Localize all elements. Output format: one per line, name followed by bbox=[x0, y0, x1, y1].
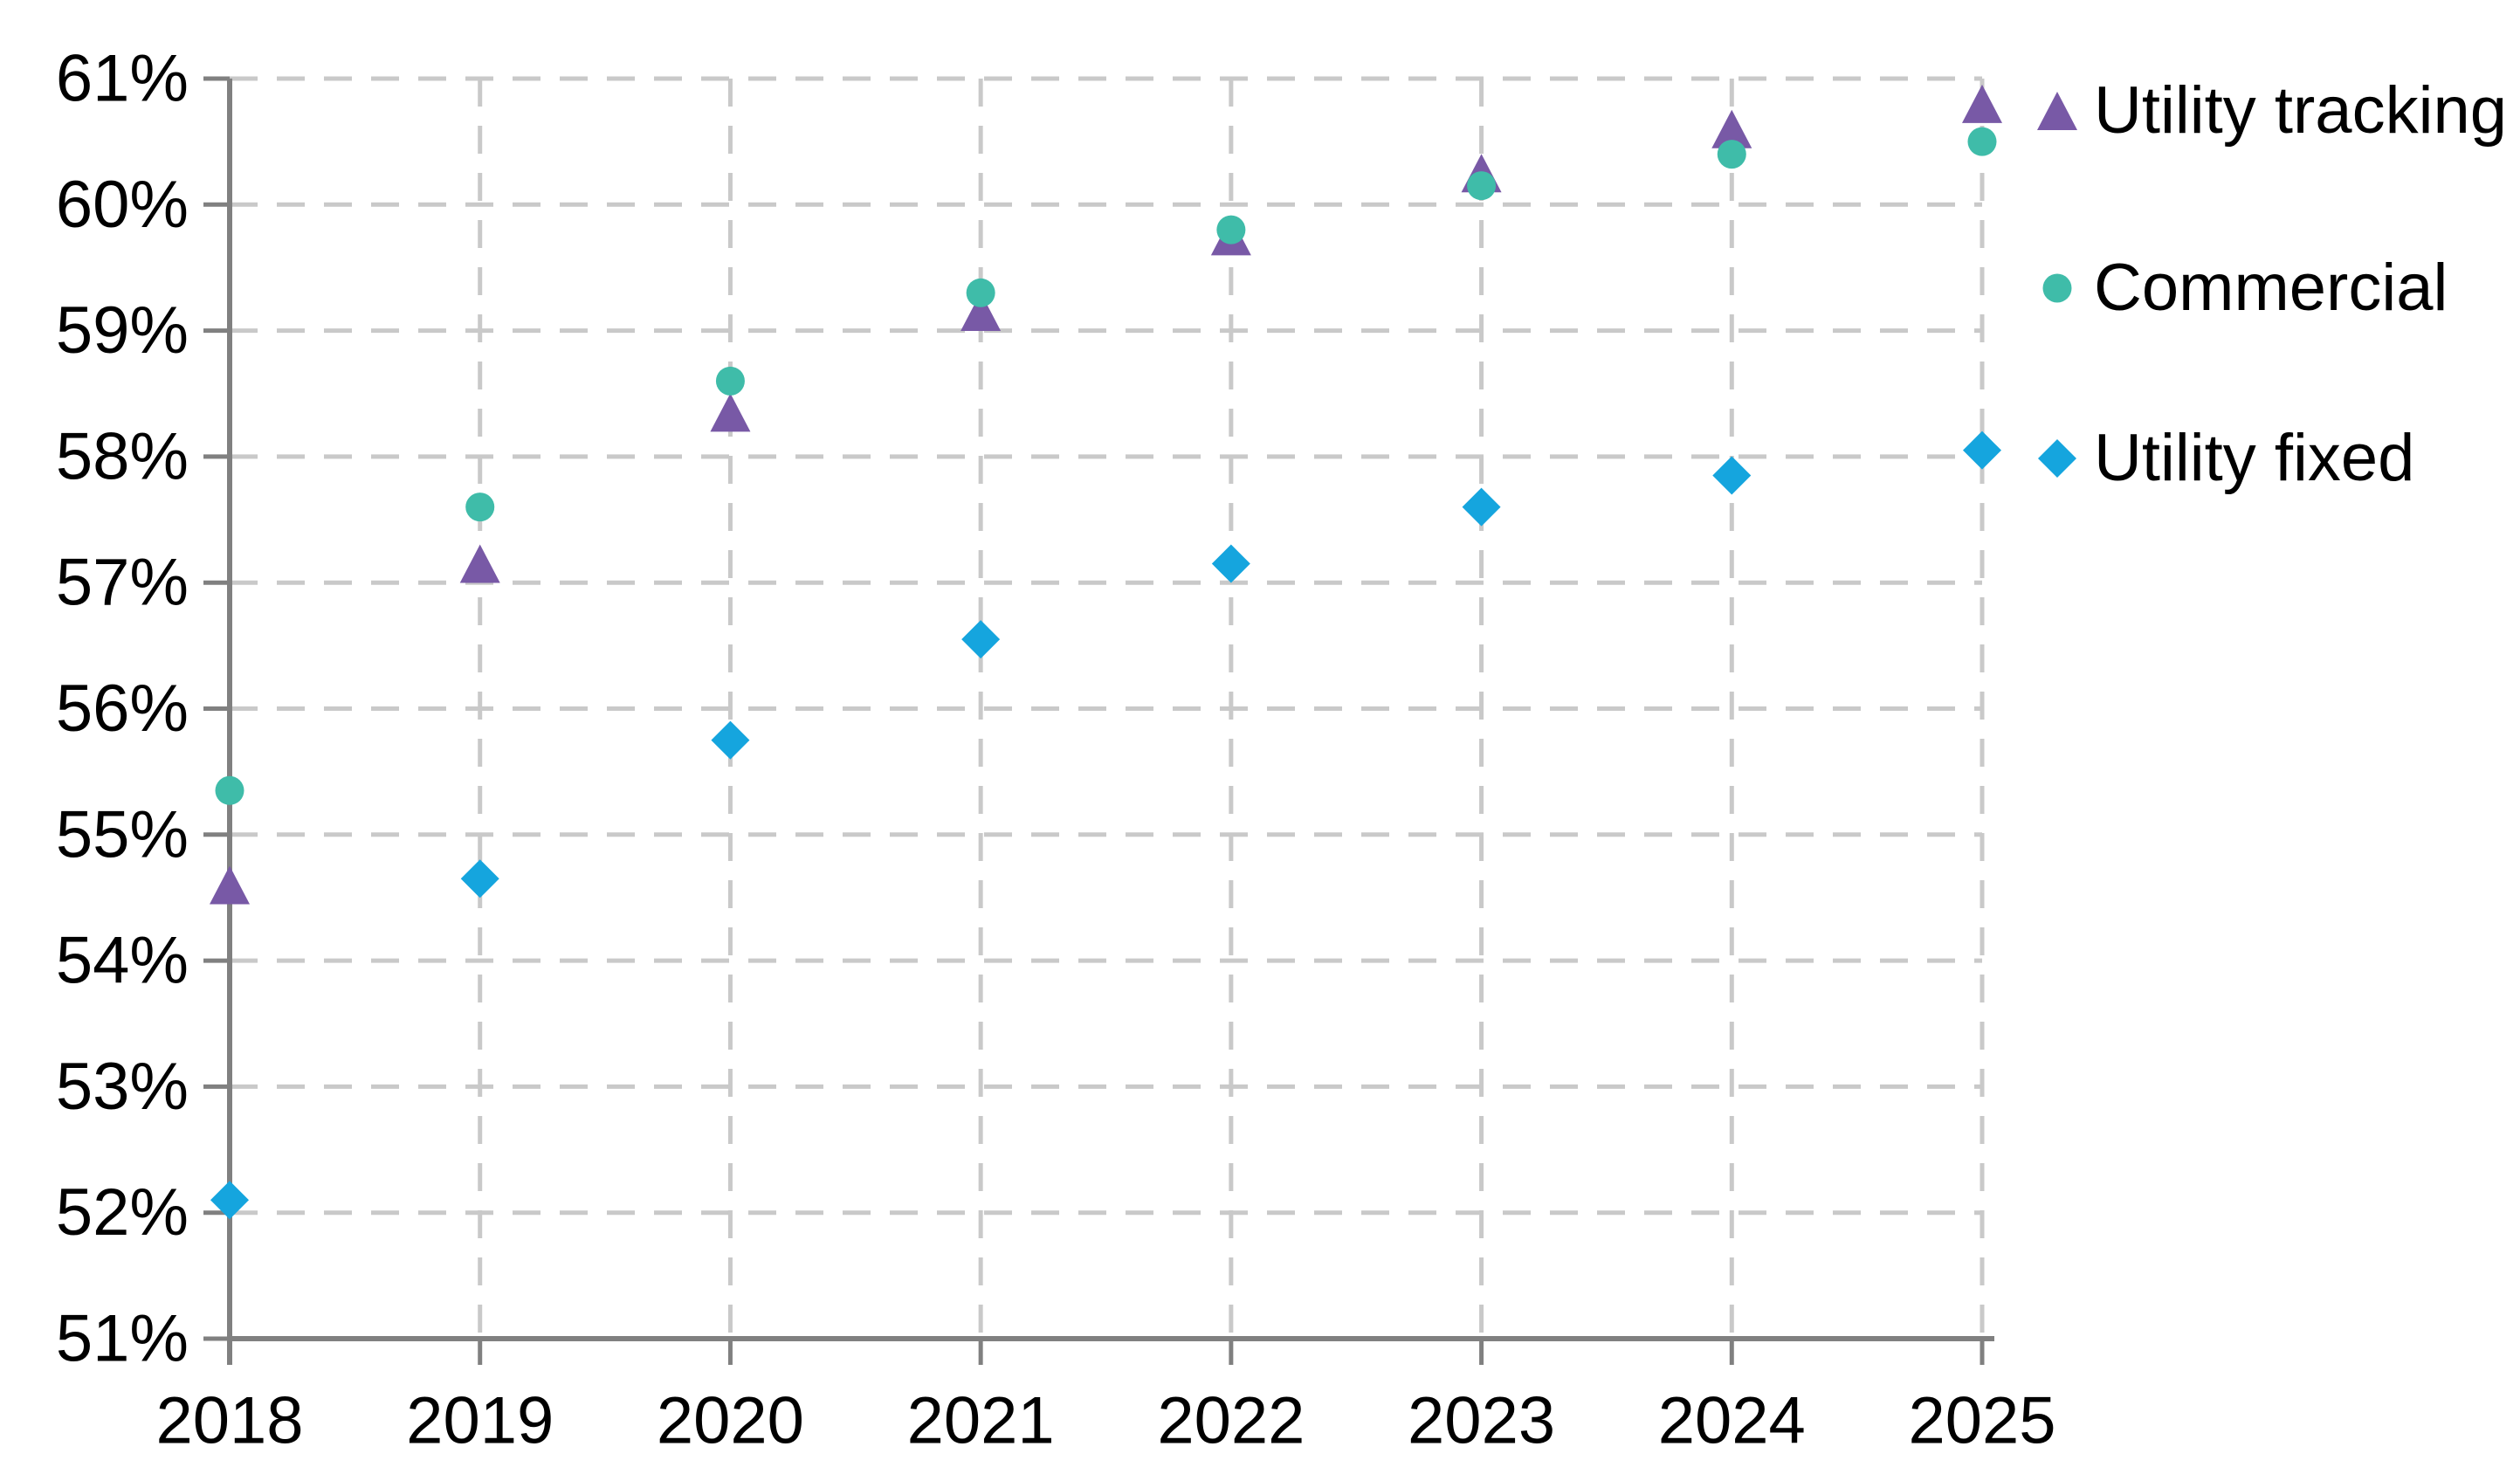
legend: Utility tracking Commercial Utility fixe… bbox=[2035, 0, 2520, 611]
y-tick-label: 59% bbox=[56, 293, 189, 368]
y-tick-label: 61% bbox=[56, 42, 189, 116]
y-tick-label: 54% bbox=[56, 924, 189, 998]
point-utility-fixed-2022 bbox=[1211, 544, 1250, 583]
legend-item-commercial: Commercial bbox=[2035, 248, 2448, 328]
circle-marker-icon bbox=[2042, 273, 2072, 303]
point-utility-tracking-2024 bbox=[1711, 109, 1752, 148]
legend-label-utility-fixed: Utility fixed bbox=[2094, 421, 2415, 495]
legend-label-commercial: Commercial bbox=[2094, 251, 2448, 325]
legend-item-utility-tracking: Utility tracking bbox=[2035, 71, 2507, 151]
point-utility-fixed-2024 bbox=[1712, 456, 1752, 495]
point-commercial-2023 bbox=[1467, 171, 1497, 201]
point-utility-fixed-2018 bbox=[210, 1181, 249, 1220]
point-utility-tracking-2025 bbox=[1962, 84, 2002, 123]
y-tick-label: 57% bbox=[56, 546, 189, 620]
y-tick-label: 58% bbox=[56, 419, 189, 493]
y-tick-label: 52% bbox=[56, 1175, 189, 1250]
point-utility-fixed-2021 bbox=[961, 620, 1001, 659]
x-tick-label: 2022 bbox=[1157, 1384, 1305, 1458]
x-tick-label: 2024 bbox=[1658, 1384, 1806, 1458]
point-utility-fixed-2025 bbox=[1963, 431, 2001, 470]
point-commercial-2025 bbox=[1967, 127, 1997, 156]
point-utility-tracking-2019 bbox=[459, 544, 500, 583]
y-tick-label: 51% bbox=[56, 1302, 189, 1376]
point-commercial-2020 bbox=[715, 366, 745, 396]
point-commercial-2018 bbox=[215, 775, 244, 805]
x-tick-label: 2019 bbox=[406, 1384, 554, 1458]
x-tick-label: 2023 bbox=[1408, 1384, 1555, 1458]
legend-label-utility-tracking: Utility tracking bbox=[2094, 73, 2507, 148]
point-utility-tracking-2020 bbox=[710, 393, 751, 432]
x-tick-label: 2021 bbox=[907, 1384, 1055, 1458]
diamond-marker-icon bbox=[2038, 439, 2076, 478]
point-commercial-2019 bbox=[465, 493, 495, 522]
y-tick-label: 56% bbox=[56, 672, 189, 746]
legend-item-utility-fixed: Utility fixed bbox=[2035, 418, 2414, 499]
x-tick-label: 2025 bbox=[1908, 1384, 2055, 1458]
y-tick-label: 55% bbox=[56, 797, 189, 871]
x-tick-label: 2018 bbox=[155, 1384, 303, 1458]
point-utility-fixed-2019 bbox=[460, 859, 499, 899]
x-tick-label: 2020 bbox=[657, 1384, 804, 1458]
y-tick-label: 60% bbox=[56, 168, 189, 242]
triangle-marker-icon bbox=[2037, 92, 2077, 130]
point-commercial-2021 bbox=[966, 278, 995, 307]
point-utility-tracking-2018 bbox=[210, 865, 250, 905]
point-utility-fixed-2023 bbox=[1462, 487, 1501, 527]
point-utility-fixed-2020 bbox=[711, 720, 750, 760]
y-tick-label: 53% bbox=[56, 1050, 189, 1124]
point-commercial-2024 bbox=[1717, 140, 1746, 169]
point-commercial-2022 bbox=[1216, 215, 1246, 245]
point-utility-tracking-2021 bbox=[960, 292, 1002, 331]
